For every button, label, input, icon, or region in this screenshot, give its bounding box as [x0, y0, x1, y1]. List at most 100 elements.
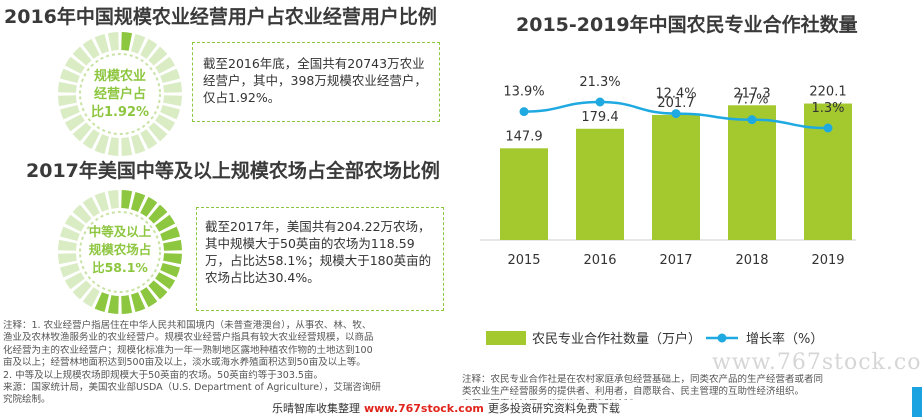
bar-2016	[576, 128, 624, 240]
us-donut-segment	[155, 272, 176, 290]
left-note-line: 来源：国家统计局，美国农业部USDA（U.S. Department of Ag…	[3, 382, 381, 394]
growth-point	[595, 97, 605, 107]
china-donut-inner-ring	[79, 53, 161, 135]
china-donut-segment	[163, 95, 182, 107]
china-donut-segment	[59, 104, 80, 120]
us-donut-segment	[140, 287, 158, 308]
left-note-line: 化经营为主的农业经营户；规模化标准为一年一熟制地区露地种植农作物的土地达到100	[3, 344, 373, 356]
footer-site-link[interactable]: www.767stock.com	[364, 402, 484, 415]
china-callout-line-3: 仅占1.92%。	[203, 90, 281, 105]
us-donut-segment	[94, 292, 110, 313]
bar-2017	[652, 114, 700, 240]
chart-title: 2015-2019年中国农民专业合作社数量	[516, 14, 858, 36]
china-donut-segment	[72, 46, 92, 66]
watermark: www.767stock.com	[712, 350, 922, 375]
left-note-line: 究院绘制。	[3, 394, 51, 406]
china-donut-segment	[148, 46, 168, 66]
china-donut-segment	[160, 68, 181, 84]
china-donut-segment	[140, 129, 158, 150]
china-donut-line-3: 比1.92%	[91, 104, 149, 120]
china-donut-segment	[58, 95, 77, 107]
china-donut-line-2: 经营户占	[94, 86, 146, 102]
china-donut-segment	[107, 32, 119, 51]
us-donut-segment	[58, 253, 77, 265]
bar-value-label: 179.4	[581, 110, 618, 125]
china-donut-segment	[160, 104, 181, 120]
us-donut-segment	[72, 204, 92, 224]
right-note-line: 类农业生产经营服务的提供者、利用者，自愿联合、民主管理的互助性经济组织。	[462, 386, 805, 398]
x-tick-label: 2017	[659, 253, 692, 268]
us-callout-line-2: 其中规模大于50英亩的农场为118.59	[205, 236, 415, 251]
china-donut-segment	[82, 129, 100, 150]
china-donut-segment	[121, 137, 133, 156]
us-donut-segment	[121, 295, 133, 314]
right-note-line: 注释：农民专业合作社是在农村家庭承包经营基础上，同类农产品的生产经营者或者同	[462, 374, 824, 385]
us-donut-segment	[58, 239, 77, 251]
x-tick-label: 2015	[507, 253, 540, 268]
us-callout: 截至2017年，美国共有204.22万农场， 其中规模大于50英亩的农场为118…	[196, 207, 444, 311]
us-donut-segment	[163, 253, 182, 265]
growth-value-label: 1.3%	[811, 101, 844, 116]
china-callout-line-2: 经营户，其中，398万规模农业经营户，	[203, 73, 427, 88]
us-donut-segment	[64, 214, 85, 232]
china-donut-segment	[130, 134, 146, 155]
china-donut-segment	[64, 114, 85, 132]
us-share-title: 2017年美国中等及以上规模农场占全部农场比例	[26, 160, 440, 182]
bar-2018	[728, 105, 776, 240]
us-donut-segment	[64, 272, 85, 290]
us-donut-line-3: 比58.1%	[92, 260, 148, 275]
bar-2015	[500, 148, 548, 240]
growth-value-label: 21.3%	[579, 75, 620, 90]
growth-point	[747, 115, 757, 125]
china-callout: 截至2016年底，全国共有20743万农业 经营户，其中，398万规模农业经营户…	[192, 42, 440, 122]
china-donut-segment	[163, 81, 182, 93]
us-donut-segment	[130, 191, 146, 212]
bar-value-label: 220.1	[809, 85, 846, 100]
china-donut-segment	[130, 33, 146, 54]
left-note-line: 亩及以上；经营林地面积达到500亩及以上，淡水或海水养殖面积达到50亩及以上等。	[3, 357, 366, 369]
x-tick-label: 2018	[735, 253, 768, 268]
china-donut-segment	[121, 32, 133, 51]
bar-value-label: 217.3	[733, 86, 770, 101]
china-callout-line-1: 截至2016年底，全国共有20743万农业	[203, 56, 425, 71]
legend-line-marker	[717, 333, 727, 343]
china-donut-segment	[59, 68, 80, 84]
us-donut-segment	[59, 226, 80, 242]
us-donut-inner-ring	[79, 211, 161, 293]
us-donut-segment	[94, 191, 110, 212]
us-callout-line-3: 万，占比达58.1%；规模大于180英亩的	[205, 253, 432, 268]
x-tick-label: 2019	[811, 253, 844, 268]
bar-value-label: 147.9	[505, 129, 542, 144]
us-callout-line-1: 截至2017年，美国共有204.22万农场，	[205, 219, 431, 234]
growth-value-label: 12.4%	[655, 87, 696, 102]
us-donut-segment	[148, 280, 168, 300]
us-donut-segment	[130, 292, 146, 313]
china-donut-segment	[82, 38, 100, 59]
china-donut: 规模农业 经营户占 比1.92%	[58, 32, 182, 156]
china-donut-segment	[58, 81, 77, 93]
footer-banner: 乐晴智库收集整理 www.767stock.com 更多投资研究资料免费下载	[272, 400, 692, 417]
growth-value-label: 13.9%	[503, 85, 544, 100]
growth-point	[519, 107, 529, 117]
us-callout-line-4: 农场占比达30.4%。	[205, 270, 320, 285]
us-donut-segment	[82, 196, 100, 217]
corner-accent	[912, 387, 922, 417]
us-donut-line-2: 规模农场占	[89, 242, 152, 257]
china-donut-segment	[140, 38, 158, 59]
footer-right-text: 更多投资研究资料免费下载	[487, 402, 620, 415]
legend-line-label: 增长率（%）	[746, 331, 823, 347]
us-donut-segment	[163, 239, 182, 251]
us-donut-segment	[155, 214, 176, 232]
left-note-line: 2. 中等及以上规模农场即规模大于50英亩的农场。50英亩约等于303.5亩。	[3, 369, 323, 381]
growth-value-label: 7.7%	[735, 93, 768, 108]
china-donut-segment	[94, 33, 110, 54]
china-donut-line-1: 规模农业	[94, 68, 146, 84]
bar-value-label: 201.7	[657, 96, 694, 111]
china-donut-segment	[94, 134, 110, 155]
us-donut-segment	[59, 262, 80, 278]
china-donut-segment	[148, 122, 168, 142]
us-donut-segment	[72, 280, 92, 300]
us-donut-segment	[107, 190, 119, 209]
china-donut-segment	[72, 122, 92, 142]
us-donut-segment	[121, 190, 133, 209]
